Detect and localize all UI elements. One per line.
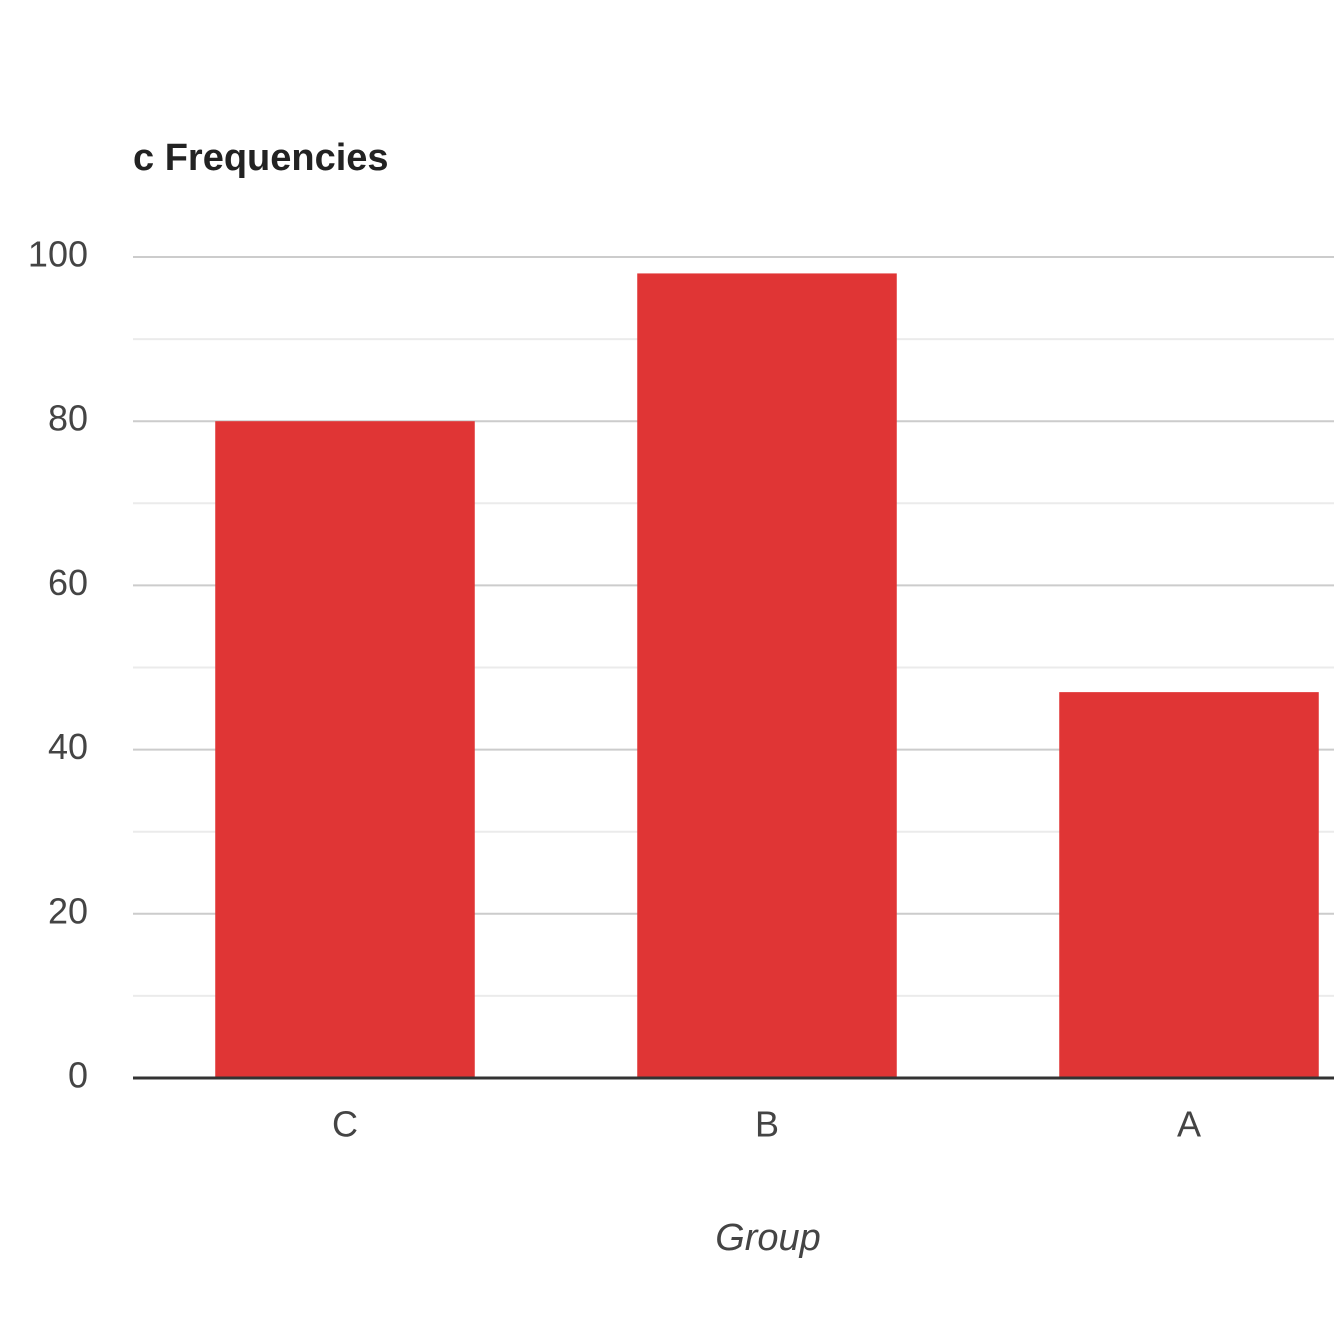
- bar: [1059, 692, 1319, 1078]
- x-tick-label: B: [755, 1104, 779, 1145]
- y-tick-label: 60: [48, 562, 88, 603]
- y-tick-label: 40: [48, 726, 88, 767]
- y-tick-label: 0: [68, 1055, 88, 1096]
- chart-title: c Frequencies: [133, 137, 389, 179]
- x-axis-title: Group: [715, 1217, 821, 1259]
- y-tick-label: 20: [48, 890, 88, 931]
- bar: [215, 421, 475, 1078]
- y-tick-label: 80: [48, 398, 88, 439]
- x-tick-label: C: [332, 1104, 358, 1145]
- x-tick-label: A: [1177, 1104, 1201, 1145]
- bar: [637, 273, 897, 1078]
- y-tick-label: 100: [28, 234, 88, 275]
